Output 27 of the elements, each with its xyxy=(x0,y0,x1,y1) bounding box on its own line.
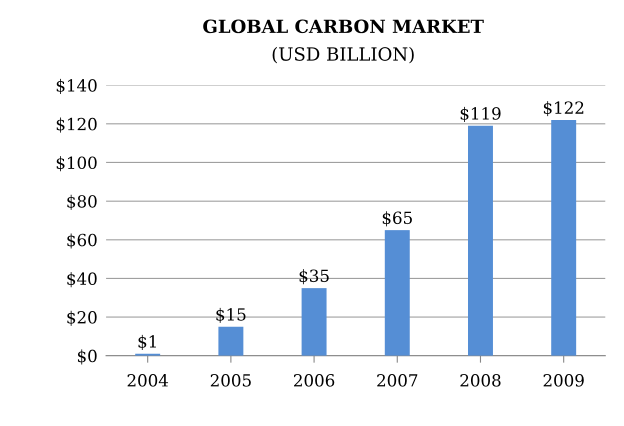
x-tick-label: 2006 xyxy=(294,374,334,387)
bar xyxy=(384,230,410,356)
y-tick-label: $20 xyxy=(67,310,97,326)
data-label: $1 xyxy=(138,334,156,350)
chart-title: GLOBAL CARBON MARKET xyxy=(203,19,484,34)
y-tick-label: $80 xyxy=(67,194,97,210)
y-tick-label: $40 xyxy=(67,272,97,288)
y-tick-label: $140 xyxy=(56,78,97,94)
data-label: $65 xyxy=(382,211,412,226)
x-tick-label: 2004 xyxy=(128,374,168,387)
x-tick-label: 2005 xyxy=(210,374,251,387)
bar xyxy=(551,120,576,356)
y-tick-label: $120 xyxy=(56,118,97,133)
data-label: $119 xyxy=(460,106,501,122)
bar xyxy=(218,326,244,356)
x-tick-label: 2007 xyxy=(377,374,418,387)
x-tick-label: 2008 xyxy=(460,374,501,387)
data-label: $15 xyxy=(216,308,246,323)
x-tick-label: 2009 xyxy=(544,374,584,387)
y-tick-label: $100 xyxy=(56,156,97,172)
bar xyxy=(302,288,327,356)
y-tick-label: $0 xyxy=(78,349,97,364)
bar xyxy=(468,126,493,356)
chart-subtitle: (USD BILLION) xyxy=(272,46,414,64)
data-label: $122 xyxy=(544,101,584,116)
data-label: $35 xyxy=(300,269,329,284)
y-tick-label: $60 xyxy=(67,233,97,249)
